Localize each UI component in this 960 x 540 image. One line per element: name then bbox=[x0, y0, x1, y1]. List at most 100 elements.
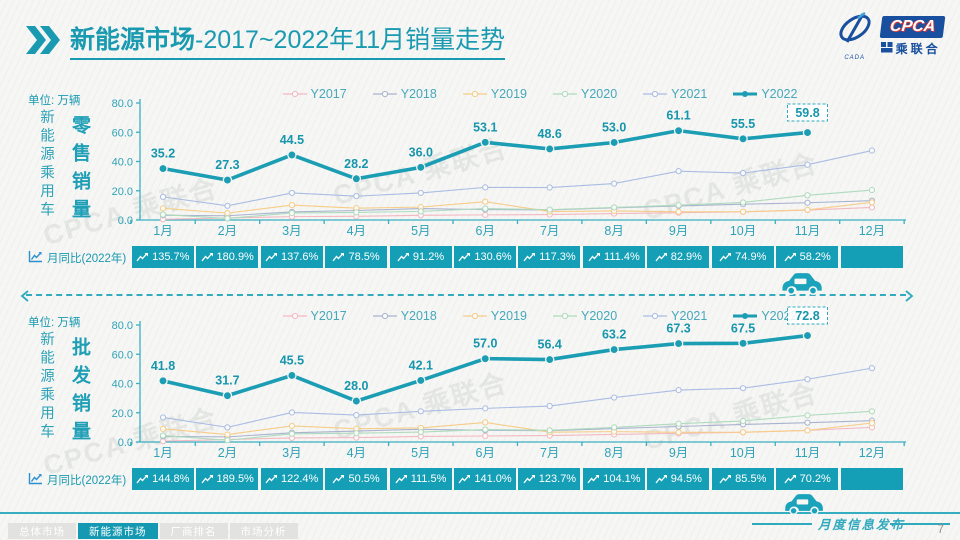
trend-up-icon bbox=[523, 474, 535, 483]
data-point bbox=[675, 168, 682, 175]
arrow-right-icon bbox=[904, 289, 914, 307]
data-point bbox=[546, 427, 553, 434]
yoy-value: 111.4% bbox=[604, 251, 640, 263]
yoy-cell: 111.4% bbox=[582, 246, 645, 268]
data-point bbox=[804, 412, 811, 419]
data-point bbox=[673, 125, 684, 136]
series-line-Y2019 bbox=[162, 201, 873, 214]
legend-item-Y2021: Y2021 bbox=[643, 87, 707, 101]
data-label: 59.8 bbox=[795, 106, 819, 120]
legend-label: Y2022 bbox=[761, 87, 798, 101]
data-label: 53.1 bbox=[473, 120, 497, 134]
data-point bbox=[224, 202, 231, 209]
yoy-value: 137.6% bbox=[280, 251, 319, 263]
data-point bbox=[417, 408, 424, 415]
yoy-value: 180.9% bbox=[216, 251, 254, 263]
yoy-cell: 137.6% bbox=[260, 246, 323, 268]
car-icon bbox=[781, 492, 825, 520]
yoy-cell: 78.5% bbox=[325, 246, 388, 268]
car-icon bbox=[778, 271, 824, 300]
data-point bbox=[288, 422, 295, 430]
data-label: 57.0 bbox=[473, 337, 497, 351]
x-tick-label: 2月 bbox=[218, 446, 237, 460]
yoy-value: 78.5% bbox=[348, 251, 380, 263]
x-tick-label: 11月 bbox=[795, 224, 820, 238]
legend: Y2017 Y2018 Y2019 Y2020 Y2021 Y2022 bbox=[150, 87, 930, 101]
data-point bbox=[159, 211, 167, 218]
data-point bbox=[739, 208, 747, 215]
x-tick-label: 9月 bbox=[669, 224, 688, 238]
data-point bbox=[804, 427, 811, 434]
legend-item-Y2022: Y2022 bbox=[733, 87, 797, 101]
footer-tab-厂商排名[interactable]: 厂商排名 bbox=[159, 523, 228, 539]
y-tick-label: 60.0 bbox=[112, 349, 133, 361]
footer-tab-新能源市场[interactable]: 新能源市场 bbox=[78, 523, 158, 539]
data-point bbox=[802, 127, 813, 138]
series-line-Y2019 bbox=[162, 421, 873, 436]
legend-item-Y2020: Y2020 bbox=[553, 87, 617, 101]
trend-up-icon bbox=[523, 252, 536, 261]
footer-tabs: 总体市场 新能源市场 厂商排名 市场分析 bbox=[8, 523, 298, 539]
trend-up-icon bbox=[655, 252, 667, 261]
data-label: 28.2 bbox=[344, 157, 368, 171]
yoy-cell: 189.5% bbox=[196, 468, 259, 490]
yoy-cell: 144.8% bbox=[131, 468, 194, 490]
legend-item-Y2019: Y2019 bbox=[462, 87, 527, 101]
data-point bbox=[611, 180, 618, 187]
data-label: 67.3 bbox=[666, 322, 690, 336]
trend-up-icon bbox=[784, 252, 796, 261]
trend-up-icon bbox=[588, 252, 601, 261]
legend-item-Y2019: Y2019 bbox=[462, 309, 527, 323]
data-label: 35.2 bbox=[151, 147, 175, 161]
trend-up-icon bbox=[587, 474, 600, 483]
x-tick-label: 8月 bbox=[604, 224, 623, 238]
data-point bbox=[480, 137, 490, 148]
trend-up-icon bbox=[458, 474, 471, 483]
yoy-value: 91.2% bbox=[412, 251, 445, 263]
yoy-value: 117.3% bbox=[539, 251, 576, 263]
x-tick-label: 5月 bbox=[411, 446, 430, 460]
data-point bbox=[288, 409, 295, 416]
data-point bbox=[739, 169, 747, 177]
series-line-Y2018 bbox=[162, 200, 872, 217]
data-point bbox=[482, 405, 489, 412]
trend-up-icon bbox=[784, 474, 796, 483]
data-point bbox=[739, 385, 747, 392]
y-tick-label: 60.0 bbox=[112, 127, 133, 139]
trend-up-icon bbox=[201, 474, 213, 483]
cpca-logo: CADA CPCA 乘联合 bbox=[834, 11, 946, 61]
yoy-cell: 85.5% bbox=[711, 468, 774, 490]
data-point bbox=[804, 192, 811, 199]
yoy-cell: 111.5% bbox=[389, 468, 452, 490]
page-title-rest: -2017~2022年11月销量走势 bbox=[195, 26, 506, 54]
yoy-value: 135.7% bbox=[152, 251, 190, 263]
series-line-Y2021 bbox=[162, 149, 873, 207]
y-tick-label: 40.0 bbox=[112, 379, 133, 391]
data-point bbox=[868, 365, 876, 372]
y-tick-label: 20.0 bbox=[112, 186, 133, 198]
data-point bbox=[159, 205, 167, 212]
data-point bbox=[611, 204, 618, 211]
y-tick-label: 80.0 bbox=[112, 320, 133, 332]
data-point bbox=[673, 338, 684, 349]
data-point bbox=[417, 208, 424, 215]
footer-tab-市场分析[interactable]: 市场分析 bbox=[229, 523, 298, 539]
trend-up-icon bbox=[265, 252, 277, 261]
x-tick-label: 10月 bbox=[730, 224, 756, 238]
retail-chart-section: 单位: 万辆 新能源乘用车 零售销量 Y2017 Y2018 Y2019 Y2020 Y… bbox=[0, 85, 960, 270]
data-point bbox=[224, 210, 231, 217]
x-tick-label: 9月 bbox=[669, 446, 688, 460]
data-point bbox=[544, 144, 555, 154]
data-point bbox=[158, 376, 168, 386]
unit-label: 单位: 万辆 bbox=[28, 95, 81, 107]
trend-up-icon bbox=[458, 252, 471, 261]
legend-item-Y2021: Y2021 bbox=[643, 309, 707, 323]
legend-item-Y2017: Y2017 bbox=[282, 309, 347, 323]
legend-label: Y2018 bbox=[400, 87, 437, 101]
legend-label: Y2020 bbox=[581, 309, 618, 323]
footer-tab-总体市场[interactable]: 总体市场 bbox=[8, 523, 76, 539]
data-label: 61.1 bbox=[666, 109, 690, 123]
x-tick-label: 3月 bbox=[282, 446, 301, 460]
trend-up-icon bbox=[719, 474, 732, 483]
data-point bbox=[417, 428, 424, 436]
